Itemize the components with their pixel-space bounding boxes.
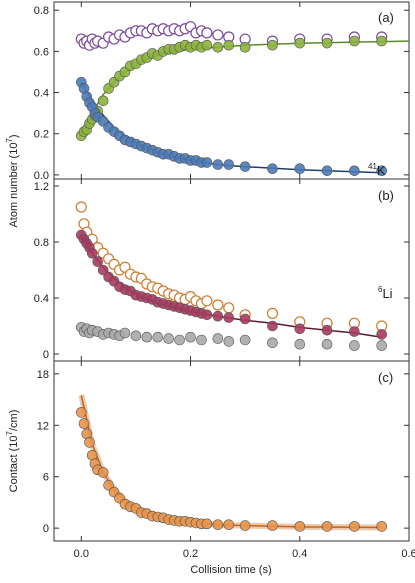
panel-b-series-3-point	[223, 336, 235, 347]
panel-a-series-2-point	[376, 35, 387, 47]
panel-c-ytick-label: 12	[37, 420, 49, 432]
panel-a-series-2-point	[201, 39, 213, 51]
panel-a-series-3-point	[349, 165, 360, 177]
panel-b-series-2-point	[223, 312, 235, 323]
panel-b-series-2-point	[267, 320, 278, 332]
species-label-li: 6Li	[378, 285, 393, 301]
panel-c-series-1-point	[376, 521, 387, 532]
tick-layer: 0.0 0.2 0.4 0.6 0.8 0 0.4 0.8 1.2 0 6 12 18 0.0 0.2 0.4…	[34, 2, 415, 560]
y-axis-title-contact: Contact (107/cm)	[5, 410, 20, 493]
panel-b-series-3-point	[185, 331, 196, 343]
panel-b-series-1-point	[212, 299, 224, 311]
panel-b-series-3-point	[196, 334, 207, 346]
panel-c-series-1-point	[223, 519, 235, 531]
panel-b-series-3-point	[267, 337, 278, 349]
panel-a-fit-line	[80, 81, 382, 174]
panel-a-series-2-point	[321, 37, 333, 49]
panel-c-series-1-point	[349, 521, 360, 532]
panel-b-series-1-point	[223, 302, 235, 314]
panel-b-series-3-point	[349, 340, 360, 351]
panel-b-series-3-point	[119, 327, 131, 339]
panel-a-series-3-point	[376, 165, 387, 177]
panel-b-label: (b)	[378, 188, 394, 203]
panel-a-series-2-point	[239, 41, 251, 53]
panel-a-series-2-point	[267, 39, 278, 51]
panel-b-series-2-point	[92, 256, 103, 267]
panel-b-series-2-point	[239, 313, 251, 325]
panel-a-ytick-label: 0.2	[34, 129, 49, 141]
panel-a-ytick-label: 0.4	[34, 88, 49, 100]
panel-a-series-2-point	[212, 41, 224, 53]
panel-b-series-1-point	[266, 307, 279, 319]
panel-a-series-3-point	[321, 165, 333, 177]
panel-c-label: (c)	[378, 370, 393, 385]
panel-b-series-3-point	[294, 338, 306, 350]
panel-a-series-2-point	[349, 35, 360, 47]
panel-a-series-3-point	[294, 163, 306, 175]
y-axis-title-atom-number: Atom number (107)	[5, 134, 20, 227]
panel-a-label: (a)	[378, 10, 394, 25]
panel-a-series-2-point	[97, 95, 109, 107]
panel-a-ytick-label: 0.0	[34, 170, 49, 182]
panel-c-series-1-point	[239, 520, 251, 531]
panel-b-ytick-label: 0	[43, 349, 49, 361]
panel-b-ytick-label: 0.4	[34, 293, 49, 305]
panel-b-series-3-point	[321, 338, 333, 350]
plot-layer	[75, 21, 410, 532]
panel-c-series-1-point	[212, 519, 224, 531]
panel-c-series-1-point	[97, 467, 109, 478]
panel-a-series-2-point	[223, 39, 235, 51]
panel-b-series-2-point	[86, 247, 98, 259]
panel-a-series-1-point	[201, 27, 213, 39]
x-tick-label: 0.4	[292, 548, 307, 560]
panel-c-series-1-point	[321, 521, 333, 532]
panel-b-series-1-point	[201, 295, 213, 307]
panel-b-series-3-point	[141, 331, 153, 343]
panel-c-series-1-point	[76, 407, 87, 418]
panel-b-ytick-label: 1.2	[34, 181, 49, 193]
panel-c-series-1-point	[84, 437, 95, 448]
panel-b-series-3-point	[163, 333, 174, 344]
panel-c-series-1-point	[294, 521, 306, 532]
panel-c-ytick-label: 0	[43, 523, 49, 535]
panel-a-series-3-point	[239, 161, 251, 172]
x-tick-label: 0.6	[401, 548, 415, 560]
panel-b-series-2-point	[376, 329, 387, 340]
panel-b-series-2-point	[97, 264, 109, 276]
panel-c-series-1-point	[78, 418, 90, 429]
x-axis-title: Collision time (s)	[190, 564, 271, 576]
panel-c-series-1-point	[267, 520, 278, 531]
x-tick-label: 0.0	[74, 548, 89, 560]
panel-b-series-3-point	[152, 331, 164, 343]
panel-b-series-2-point	[212, 310, 224, 322]
panel-a-fit-line	[80, 40, 410, 135]
panel-a-series-3-point	[212, 159, 224, 170]
panel-b-series-2-point	[321, 324, 333, 336]
panel-b-series-3-point	[130, 330, 142, 342]
panel-b-series-3-point	[212, 333, 224, 344]
panel-a-series-1-point	[212, 29, 224, 41]
panel-c-ytick-label: 6	[43, 472, 49, 484]
panel-c-frame	[53, 360, 410, 542]
panel-b-series-2-point	[294, 323, 306, 335]
panel-a-series-3-point	[267, 163, 278, 175]
panel-b-series-3-point	[174, 334, 185, 346]
panel-a-series-2-point	[294, 37, 306, 49]
panel-b-ytick-label: 0.8	[34, 237, 49, 249]
panel-a-ytick-label: 0.6	[34, 46, 49, 58]
panel-b-series-2-point	[349, 326, 360, 337]
panel-b-series-3-point	[239, 334, 251, 346]
panel-c-series-1-point	[201, 518, 213, 530]
panel-a-series-3-point	[201, 157, 213, 168]
panel-a-ytick-label: 0.8	[34, 5, 49, 17]
panel-b-series-1-point	[75, 201, 87, 213]
x-tick-label: 0.2	[183, 548, 198, 560]
panel-a-series-3-point	[223, 159, 235, 170]
species-label-k: 41K	[368, 162, 386, 178]
panel-b-series-2-point	[201, 309, 213, 321]
panel-c-ytick-label: 18	[37, 369, 49, 381]
panel-b-series-3-point	[376, 340, 387, 351]
